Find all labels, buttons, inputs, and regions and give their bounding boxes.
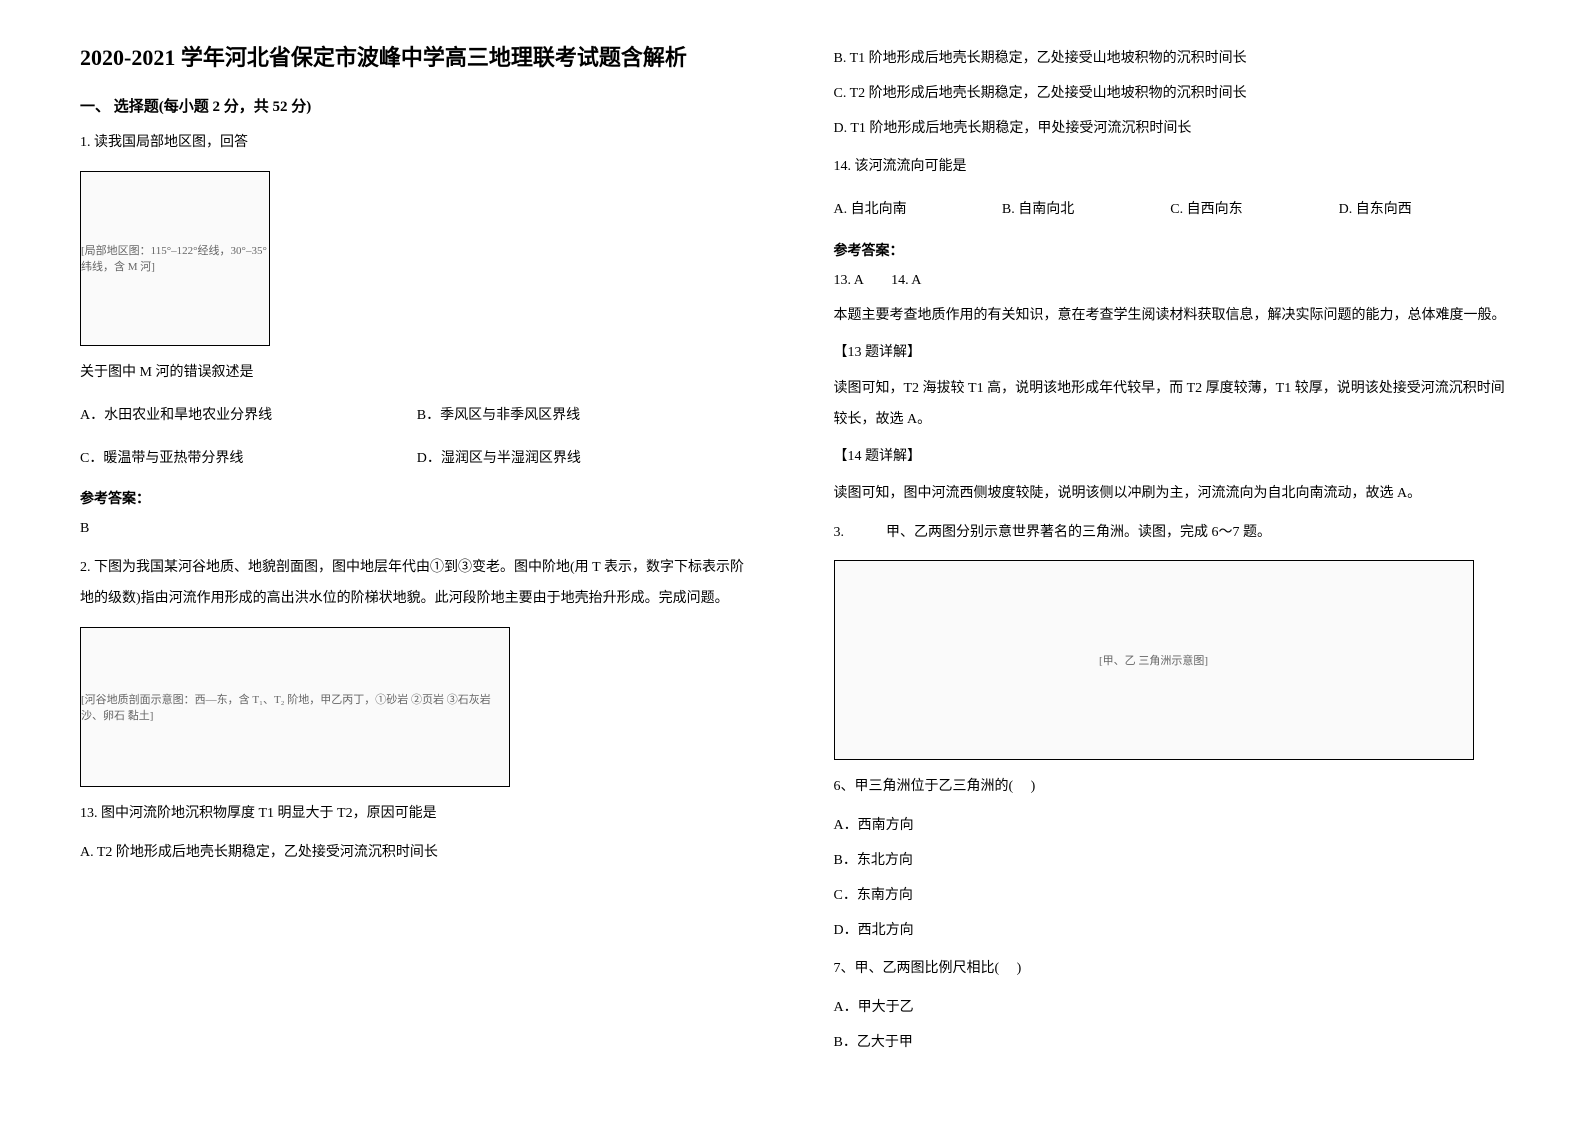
- q14-detail-body: 读图可知，图中河流西侧坡度较陡，说明该侧以冲刷为主，河流流向为自北向南流动，故选…: [834, 479, 1508, 510]
- left-column: 2020-2021 学年河北省保定市波峰中学高三地理联考试题含解析 一、 选择题…: [60, 40, 794, 1082]
- q1-options-row2: C．暖温带与亚热带分界线 D．湿润区与半湿润区界线: [80, 444, 754, 475]
- q2-answers-line: 13. A 14. A: [834, 266, 1508, 297]
- q1-option-a: A．水田农业和旱地农业分界线: [80, 401, 417, 432]
- q13-prompt: 13. 图中河流阶地沉积物厚度 T1 明显大于 T2，原因可能是: [80, 799, 754, 830]
- q1-options-row1: A．水田农业和旱地农业分界线 B．季风区与非季风区界线: [80, 401, 754, 432]
- q7-option-a: A．甲大于乙: [834, 993, 1508, 1024]
- q14-options-row: A. 自北向南 B. 自南向北 C. 自西向东 D. 自东向西: [834, 195, 1508, 226]
- q13-detail-head: 【13 题详解】: [834, 338, 1508, 369]
- q14-option-d: D. 自东向西: [1339, 195, 1507, 226]
- q1-answer: B: [80, 514, 754, 545]
- q14-prompt: 14. 该河流流向可能是: [834, 152, 1508, 183]
- q6-prompt: 6、甲三角洲位于乙三角洲的( ): [834, 772, 1508, 803]
- exam-title: 2020-2021 学年河北省保定市波峰中学高三地理联考试题含解析: [80, 40, 754, 75]
- right-column: B. T1 阶地形成后地壳长期稳定，乙处接受山地坡积物的沉积时间长 C. T2 …: [794, 40, 1528, 1082]
- q6-option-b: B．东北方向: [834, 846, 1508, 877]
- q1-option-d: D．湿润区与半湿润区界线: [417, 444, 754, 475]
- q13-option-c: C. T2 阶地形成后地壳长期稳定，乙处接受山地坡积物的沉积时间长: [834, 79, 1508, 110]
- q14-option-c: C. 自西向东: [1170, 195, 1338, 226]
- q13-option-a: A. T2 阶地形成后地壳长期稳定，乙处接受河流沉积时间长: [80, 838, 754, 869]
- q13-detail-body: 读图可知，T2 海拔较 T1 高，说明该地形成年代较早，而 T2 厚度较薄，T1…: [834, 374, 1508, 436]
- q1-map-figure: [局部地区图：115°–122°经线，30°–35°纬线，含 M 河]: [80, 171, 270, 346]
- q1-answer-label: 参考答案：: [80, 488, 754, 508]
- q3-stem: 3. 甲、乙两图分别示意世界著名的三角洲。读图，完成 6～7 题。: [834, 518, 1508, 549]
- q2-analysis-intro: 本题主要考查地质作用的有关知识，意在考查学生阅读材料获取信息，解决实际问题的能力…: [834, 301, 1508, 332]
- q6-option-c: C．东南方向: [834, 881, 1508, 912]
- q1-stem: 1. 读我国局部地区图，回答: [80, 128, 754, 159]
- q13-option-d: D. T1 阶地形成后地壳长期稳定，甲处接受河流沉积时间长: [834, 114, 1508, 145]
- section-1-heading: 一、 选择题(每小题 2 分，共 52 分): [80, 95, 754, 116]
- q7-prompt: 7、甲、乙两图比例尺相比( ): [834, 954, 1508, 985]
- q1-option-c: C．暖温带与亚热带分界线: [80, 444, 417, 475]
- q1-option-b: B．季风区与非季风区界线: [417, 401, 754, 432]
- q13-option-b: B. T1 阶地形成后地壳长期稳定，乙处接受山地坡积物的沉积时间长: [834, 44, 1508, 75]
- q14-detail-head: 【14 题详解】: [834, 442, 1508, 473]
- q14-option-a: A. 自北向南: [834, 195, 1002, 226]
- q2-crosssection-figure: [河谷地质剖面示意图：西—东，含 T₁、T₂ 阶地，甲乙丙丁，①砂岩 ②页岩 ③…: [80, 627, 510, 787]
- q2-stem: 2. 下图为我国某河谷地质、地貌剖面图，图中地层年代由①到③变老。图中阶地(用 …: [80, 553, 754, 615]
- q14-option-b: B. 自南向北: [1002, 195, 1170, 226]
- q6-option-a: A．西南方向: [834, 811, 1508, 842]
- q3-delta-figure: [甲、乙 三角洲示意图]: [834, 560, 1474, 760]
- q2-answer-label: 参考答案：: [834, 240, 1508, 260]
- q7-option-b: B．乙大于甲: [834, 1028, 1508, 1059]
- q6-option-d: D．西北方向: [834, 916, 1508, 947]
- q1-prompt: 关于图中 M 河的错误叙述是: [80, 358, 754, 389]
